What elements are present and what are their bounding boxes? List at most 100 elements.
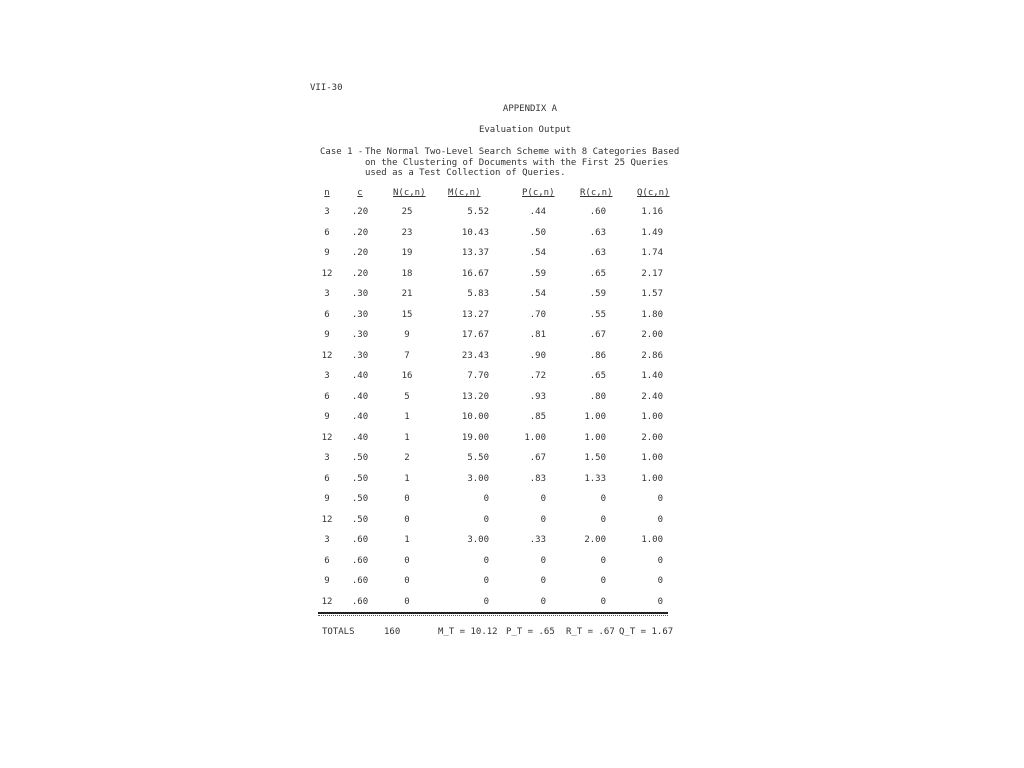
table-row: 3 .60 1 3.00 .33 2.00 1.00 — [0, 535, 1024, 549]
table-row: 12 .60 0 0 0 0 0 — [0, 597, 1024, 611]
cell-n: 12 — [321, 514, 333, 525]
cell-p-c-n: .54 — [529, 248, 546, 258]
cell-n-c-n: 23 — [401, 227, 413, 238]
cell-p-c-n: .72 — [529, 371, 546, 381]
header-r-c-n: R(c,n) — [580, 188, 613, 198]
cell-p-c-n: .93 — [529, 391, 546, 402]
cell-r-c-n: .63 — [589, 227, 606, 238]
cell-r-c-n: .65 — [589, 371, 606, 381]
header-p-c-n: P(c,n) — [522, 188, 555, 198]
cell-r-c-n: 0 — [600, 514, 606, 525]
cell-n-c-n: 0 — [404, 494, 410, 504]
cell-n: 6 — [324, 227, 330, 238]
cell-r-c-n: .67 — [589, 330, 606, 340]
cell-m-c-n: 13.37 — [461, 248, 489, 258]
cell-c: .60 — [351, 535, 369, 545]
cell-r-c-n: .80 — [589, 391, 606, 402]
table-row: 6 .60 0 0 0 0 0 — [0, 556, 1024, 570]
cell-q-c-n: 2.00 — [641, 432, 663, 443]
cell-m-c-n: 5.83 — [467, 289, 489, 299]
cell-c: .60 — [351, 576, 369, 586]
cell-p-c-n: 0 — [540, 576, 546, 586]
table-row: 3 .50 2 5.50 .67 1.50 1.00 — [0, 453, 1024, 467]
caption-line: used as a Test Collection of Queries. — [365, 168, 566, 178]
cell-n-c-n: 15 — [401, 309, 413, 320]
cell-r-c-n: .59 — [589, 289, 606, 299]
cell-c: .50 — [351, 453, 369, 463]
cell-r-c-n: 1.50 — [584, 453, 606, 463]
table-row: 12 .20 18 16.67 .59 .65 2.17 — [0, 269, 1024, 283]
cell-r-c-n: .65 — [589, 268, 606, 279]
header-q-c-n: Q(c,n) — [637, 188, 670, 198]
cell-m-c-n: 23.43 — [461, 350, 489, 361]
cell-q-c-n: 1.00 — [641, 453, 663, 463]
cell-q-c-n: 1.00 — [641, 473, 663, 484]
cell-p-c-n: .83 — [529, 473, 546, 484]
cell-c: .40 — [351, 371, 369, 381]
cell-n: 12 — [321, 268, 333, 279]
caption-line: on the Clustering of Documents with the … — [365, 158, 669, 168]
cell-c: .40 — [351, 412, 369, 422]
cell-n: 12 — [321, 432, 333, 443]
cell-c: .30 — [351, 330, 369, 340]
cell-m-c-n: 3.00 — [467, 473, 489, 484]
cell-q-c-n: 2.00 — [641, 330, 663, 340]
cell-r-c-n: 1.00 — [584, 432, 606, 443]
cell-q-c-n: 1.49 — [641, 227, 663, 238]
totals-r: R_T = .67 — [566, 627, 615, 637]
table-row: 6 .20 23 10.43 .50 .63 1.49 — [0, 228, 1024, 242]
cell-q-c-n: 0 — [657, 494, 663, 504]
totals-count: 160 — [384, 627, 401, 637]
cell-n: 6 — [324, 391, 330, 402]
case-label: Case 1 - — [320, 147, 364, 157]
cell-q-c-n: 0 — [657, 596, 663, 607]
cell-q-c-n: 0 — [657, 555, 663, 566]
cell-n-c-n: 0 — [404, 514, 410, 525]
cell-c: .20 — [351, 207, 369, 217]
cell-m-c-n: 10.00 — [461, 412, 489, 422]
totals-m: M_T = 10.12 — [438, 627, 498, 637]
cell-q-c-n: 1.74 — [641, 248, 663, 258]
cell-p-c-n: .90 — [529, 350, 546, 361]
table-divider — [318, 612, 668, 614]
totals-label: TOTALS — [322, 627, 355, 637]
cell-c: .50 — [351, 494, 369, 504]
cell-n: 9 — [324, 494, 330, 504]
table-row: 6 .30 15 13.27 .70 .55 1.80 — [0, 310, 1024, 324]
cell-m-c-n: 10.43 — [461, 227, 489, 238]
cell-m-c-n: 13.27 — [461, 309, 489, 320]
cell-n-c-n: 19 — [401, 248, 413, 258]
table-row: 6 .50 1 3.00 .83 1.33 1.00 — [0, 474, 1024, 488]
table-header: n c N(c,n) M(c,n) P(c,n) R(c,n) Q(c,n) — [0, 188, 1024, 202]
table-row: 9 .50 0 0 0 0 0 — [0, 494, 1024, 508]
cell-r-c-n: .86 — [589, 350, 606, 361]
cell-n: 9 — [324, 412, 330, 422]
cell-n-c-n: 18 — [401, 268, 413, 279]
table-row: 3 .30 21 5.83 .54 .59 1.57 — [0, 289, 1024, 303]
cell-n-c-n: 5 — [404, 391, 410, 402]
cell-p-c-n: .70 — [529, 309, 546, 320]
cell-n-c-n: 9 — [404, 330, 410, 340]
cell-c: .60 — [351, 555, 369, 566]
cell-n-c-n: 0 — [404, 576, 410, 586]
cell-q-c-n: 1.40 — [641, 371, 663, 381]
cell-q-c-n: 2.17 — [641, 268, 663, 279]
cell-m-c-n: 0 — [483, 514, 489, 525]
cell-m-c-n: 13.20 — [461, 391, 489, 402]
table-row: 3 .40 16 7.70 .72 .65 1.40 — [0, 371, 1024, 385]
cell-c: .40 — [351, 391, 369, 402]
table-row: 9 .30 9 17.67 .81 .67 2.00 — [0, 330, 1024, 344]
cell-m-c-n: 5.50 — [467, 453, 489, 463]
cell-r-c-n: 1.33 — [584, 473, 606, 484]
cell-q-c-n: 2.86 — [641, 350, 663, 361]
cell-m-c-n: 0 — [483, 555, 489, 566]
cell-p-c-n: 0 — [540, 596, 546, 607]
cell-n: 3 — [324, 453, 330, 463]
header-c: c — [357, 188, 363, 198]
cell-n-c-n: 1 — [404, 535, 410, 545]
cell-q-c-n: 1.80 — [641, 309, 663, 320]
cell-m-c-n: 0 — [483, 576, 489, 586]
cell-n-c-n: 21 — [401, 289, 413, 299]
totals-q: Q_T = 1.67 — [619, 627, 674, 637]
cell-c: .30 — [351, 350, 369, 361]
